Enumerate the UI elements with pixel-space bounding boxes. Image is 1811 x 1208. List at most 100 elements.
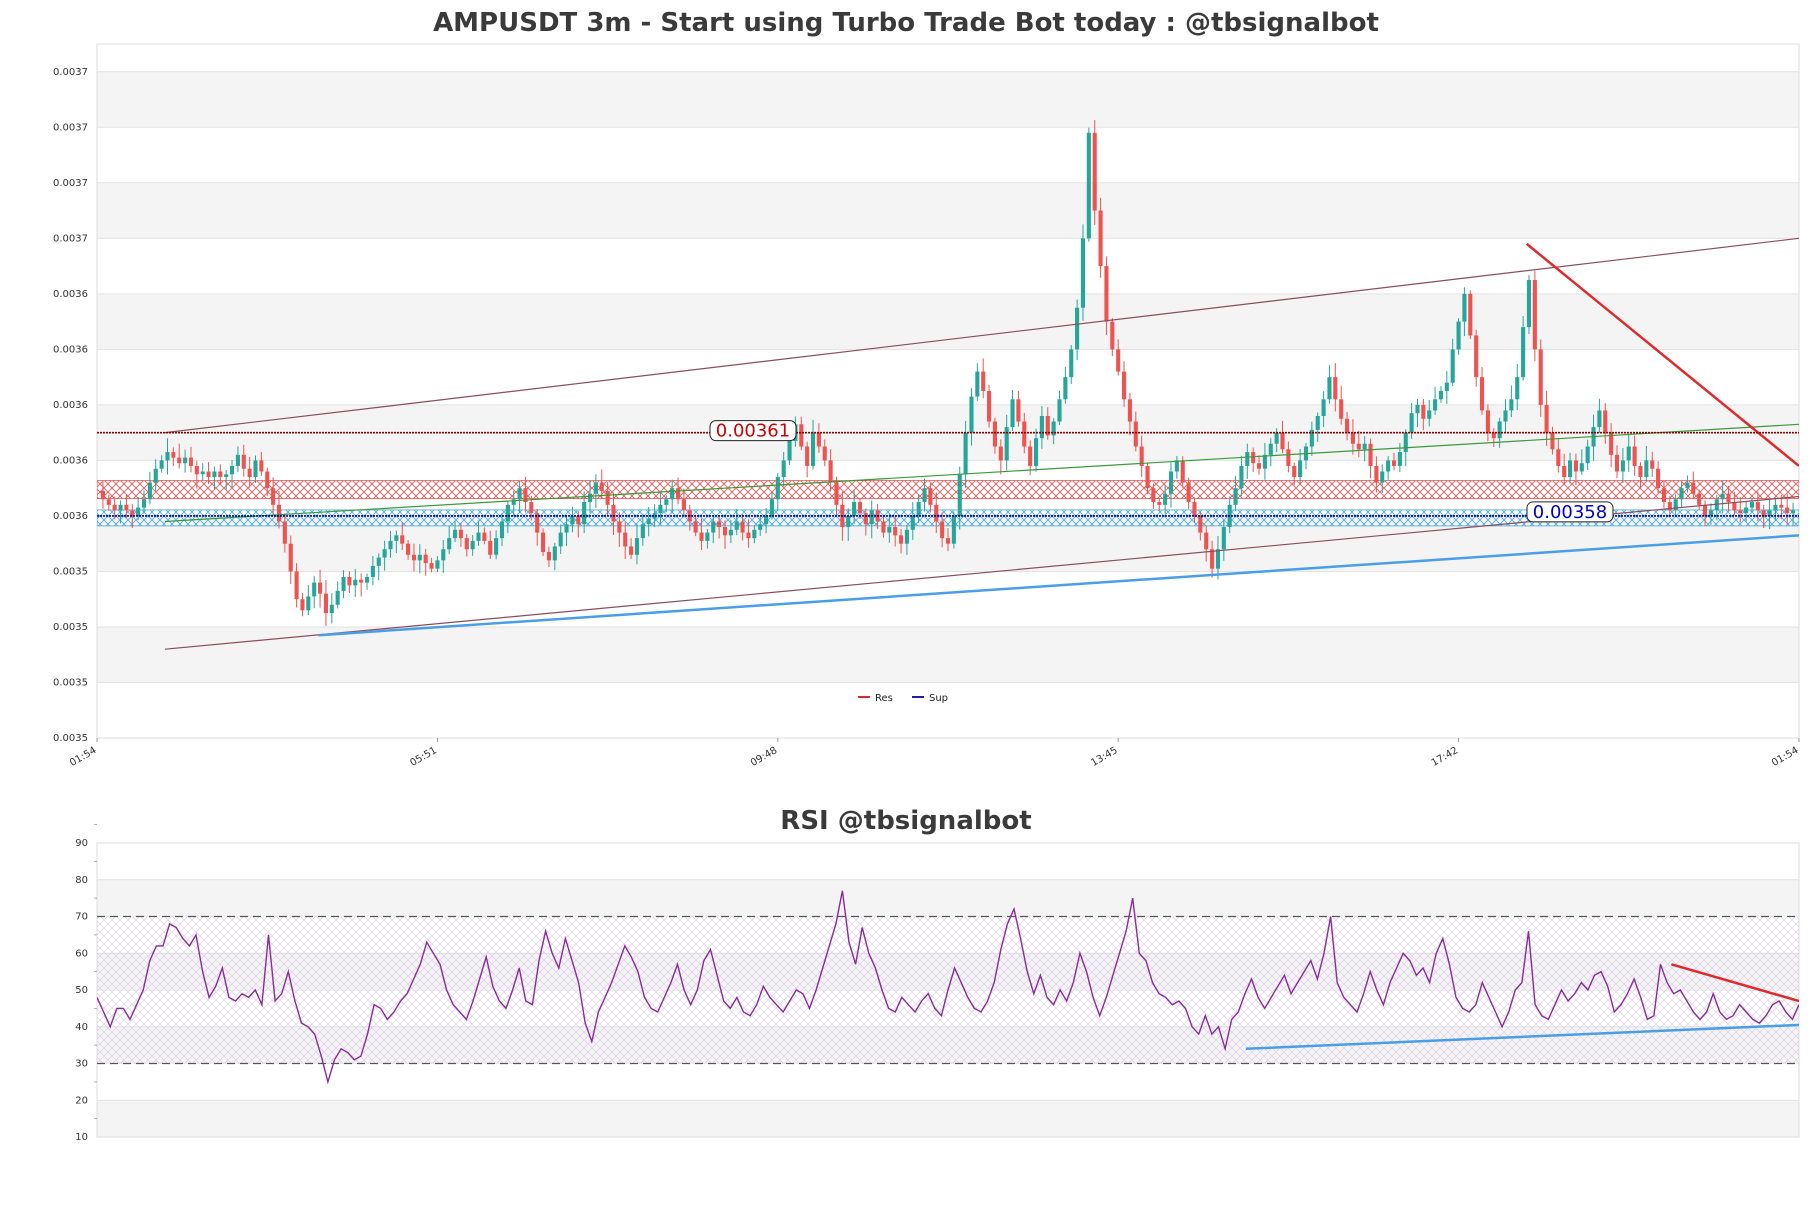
candle	[124, 494, 129, 519]
candle	[1028, 440, 1033, 476]
candle	[1714, 495, 1719, 521]
candle	[1538, 339, 1543, 417]
candle-body	[1785, 507, 1790, 514]
candle	[1661, 480, 1667, 509]
rsi-resistance-trend-line	[1671, 963, 1799, 1003]
candle	[1667, 496, 1672, 516]
candle-body	[1403, 432, 1408, 453]
candle	[1585, 439, 1590, 471]
candle-body	[623, 532, 628, 547]
candle	[359, 573, 364, 597]
candle	[1280, 420, 1285, 454]
candle-body	[335, 590, 340, 605]
candle	[1438, 386, 1444, 403]
candle	[634, 523, 640, 565]
candle	[1421, 398, 1426, 431]
candle	[318, 569, 323, 608]
candle	[435, 556, 440, 573]
candle	[593, 474, 598, 508]
candle	[764, 508, 769, 534]
y-tick-label: 0.0036	[53, 289, 88, 300]
grid-band	[97, 182, 1799, 239]
y-tick-label: 10	[75, 1132, 88, 1143]
y-tick-label: 0.0037	[53, 122, 88, 133]
y-tick-label: 40	[75, 1022, 88, 1033]
candle-body	[922, 488, 927, 503]
candle-body	[916, 502, 921, 516]
price-chart: AMPUSDT 3m - Start using Turbo Trade Bot…	[53, 8, 1801, 769]
candle-body	[775, 477, 780, 500]
candle-body	[1773, 504, 1778, 511]
candle	[558, 524, 563, 554]
candle-body	[1515, 377, 1520, 400]
candle	[229, 459, 235, 488]
candle-body	[1075, 307, 1080, 350]
candle	[605, 482, 610, 516]
candle-body	[998, 446, 1003, 461]
candle	[1016, 390, 1021, 427]
candle-body	[347, 576, 352, 586]
candle-body	[535, 513, 540, 533]
candle	[447, 525, 452, 555]
candle-body	[769, 499, 774, 516]
candle	[423, 548, 428, 576]
resistance-zone	[97, 480, 1799, 500]
candle-body	[1321, 399, 1326, 416]
price-chart-title: AMPUSDT 3m - Start using Turbo Trade Bot…	[433, 8, 1379, 38]
candle	[1268, 438, 1273, 467]
candle	[552, 542, 557, 571]
candle	[1221, 519, 1226, 561]
candle-body	[1339, 399, 1344, 419]
candle-body	[711, 521, 716, 533]
candle	[1462, 287, 1467, 337]
candle	[1685, 475, 1690, 493]
candle-body	[1133, 421, 1138, 447]
candle-body	[564, 524, 569, 533]
candle-body	[1738, 510, 1743, 514]
candle-body	[734, 521, 739, 530]
candle	[541, 528, 546, 557]
candle-body	[546, 552, 551, 561]
candle-body	[1497, 421, 1502, 439]
candle-body	[400, 535, 405, 544]
candle	[259, 452, 264, 476]
candle	[165, 438, 170, 475]
candle-body	[359, 579, 364, 583]
y-tick-label: 80	[75, 875, 88, 886]
candle-body	[810, 432, 816, 466]
candle	[1045, 407, 1050, 440]
price-y-axis: 0.0035 0.0035 0.0035 0.0035 0.0036 0.0036 0.00…	[53, 67, 88, 744]
rsi-trend-lines	[1245, 963, 1799, 1051]
candle	[1650, 451, 1655, 477]
candle-body	[887, 527, 892, 533]
candle	[1256, 455, 1262, 475]
candle	[834, 476, 839, 516]
candle	[846, 508, 851, 541]
candle	[1468, 290, 1473, 340]
candle-body	[153, 468, 158, 483]
candle	[147, 471, 152, 505]
candle	[1010, 389, 1015, 432]
candle-body	[499, 521, 505, 539]
candle	[945, 528, 951, 552]
y-tick-label: 30	[75, 1059, 88, 1070]
candle-body	[1256, 463, 1262, 469]
candle-body	[852, 502, 857, 516]
candle-body	[1380, 471, 1385, 483]
candle	[394, 530, 399, 554]
candle-body	[781, 460, 786, 478]
candle	[904, 525, 909, 555]
candle-body	[441, 549, 446, 561]
candle	[429, 557, 434, 573]
candle	[1069, 345, 1074, 384]
candle	[1039, 406, 1044, 449]
candle-body	[323, 593, 328, 614]
candle-body	[1315, 415, 1320, 430]
candle-body	[987, 391, 992, 422]
candle	[746, 519, 751, 548]
candle-body	[1086, 132, 1091, 239]
candle	[265, 467, 270, 497]
candle	[1033, 428, 1039, 472]
rsi-threshold-lines	[97, 915, 1799, 1065]
y-tick-label: 60	[75, 948, 88, 959]
